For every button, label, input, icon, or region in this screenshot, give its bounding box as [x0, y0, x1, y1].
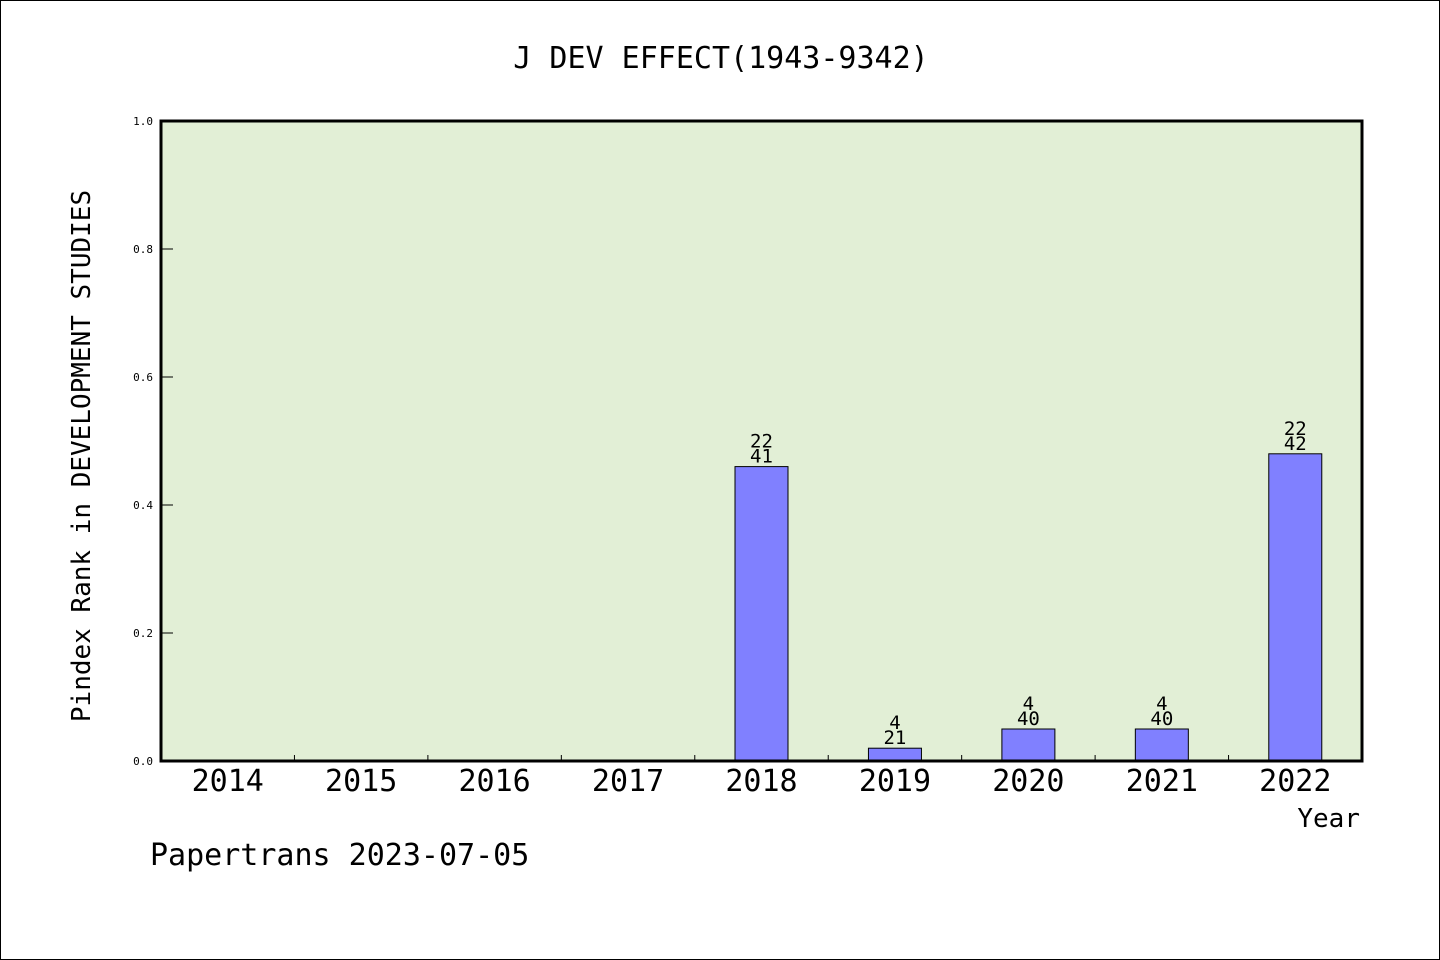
bar-label-bottom: 21	[883, 727, 906, 749]
x-tick-label: 2022	[1259, 764, 1331, 799]
x-tick-label: 2020	[992, 764, 1064, 799]
bar-label-bottom: 40	[1150, 708, 1173, 730]
bar-2022	[1268, 453, 1323, 762]
y-tick-label: 0.4	[133, 499, 153, 512]
bar-label-bottom: 41	[750, 446, 773, 468]
plot-border	[159, 119, 1364, 763]
y-tick-label: 0.6	[133, 371, 153, 384]
bars-group	[734, 453, 1323, 762]
x-tick-label: 2014	[192, 764, 264, 799]
y-tick-label: 0.2	[133, 627, 153, 640]
bar-2021	[1134, 728, 1189, 762]
bar-2018	[734, 466, 789, 762]
bar-label-top: 4	[1023, 693, 1034, 715]
x-tick-label: 2018	[725, 764, 797, 799]
bar-label-bottom: 40	[1017, 708, 1040, 730]
bar-2020	[1001, 728, 1056, 762]
bar-2019	[867, 747, 922, 762]
y-axis: 0.0 0.2 0.4 0.6 0.8 1.0	[133, 115, 173, 768]
y-tick-label: 1.0	[133, 115, 153, 128]
y-tick-label: 0.0	[133, 755, 153, 768]
bar-label-top: 4	[1156, 693, 1167, 715]
x-tick-label: 2015	[325, 764, 397, 799]
bar-label-top: 4	[889, 712, 900, 734]
y-tick-label: 0.8	[133, 243, 153, 256]
x-axis-label: Year	[1297, 804, 1360, 834]
x-axis: 2014 2015 2016 2017 2018 2019 2020 2021 2022	[192, 755, 1331, 799]
chart-title: J DEV EFFECT(1943-9342)	[513, 41, 928, 76]
footer-credit: Papertrans 2023-07-05	[150, 838, 529, 873]
x-tick-label: 2019	[859, 764, 931, 799]
x-tick-label: 2021	[1126, 764, 1198, 799]
bar-label-top: 22	[1284, 418, 1307, 440]
x-tick-label: 2016	[458, 764, 530, 799]
x-tick-label: 2017	[592, 764, 664, 799]
bar-label-bottom: 42	[1284, 433, 1307, 455]
bar-label-top: 22	[750, 431, 773, 453]
y-axis-label: Pindex Rank in DEVELOPMENT STUDIES	[67, 190, 97, 722]
